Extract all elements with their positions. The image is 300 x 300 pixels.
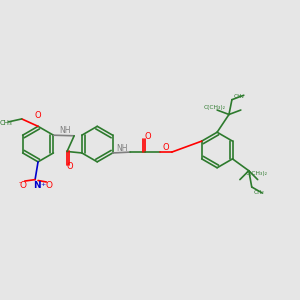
Text: -: - xyxy=(18,179,21,185)
Text: CH₂: CH₂ xyxy=(254,190,265,195)
Text: CH₃: CH₃ xyxy=(0,120,13,126)
Text: NH: NH xyxy=(117,144,128,153)
Text: O: O xyxy=(19,181,26,190)
Text: O: O xyxy=(163,143,169,152)
Text: O: O xyxy=(145,132,152,141)
Text: O: O xyxy=(67,162,73,171)
Text: +: + xyxy=(41,182,46,187)
Text: NH: NH xyxy=(59,126,71,135)
Text: C(CH₃)₂: C(CH₃)₂ xyxy=(245,171,267,176)
Text: O: O xyxy=(34,111,41,120)
Text: O: O xyxy=(45,181,52,190)
Text: N: N xyxy=(33,181,41,190)
Text: CH₂: CH₂ xyxy=(234,94,245,99)
Text: C(CH₃)₂: C(CH₃)₂ xyxy=(203,106,225,110)
